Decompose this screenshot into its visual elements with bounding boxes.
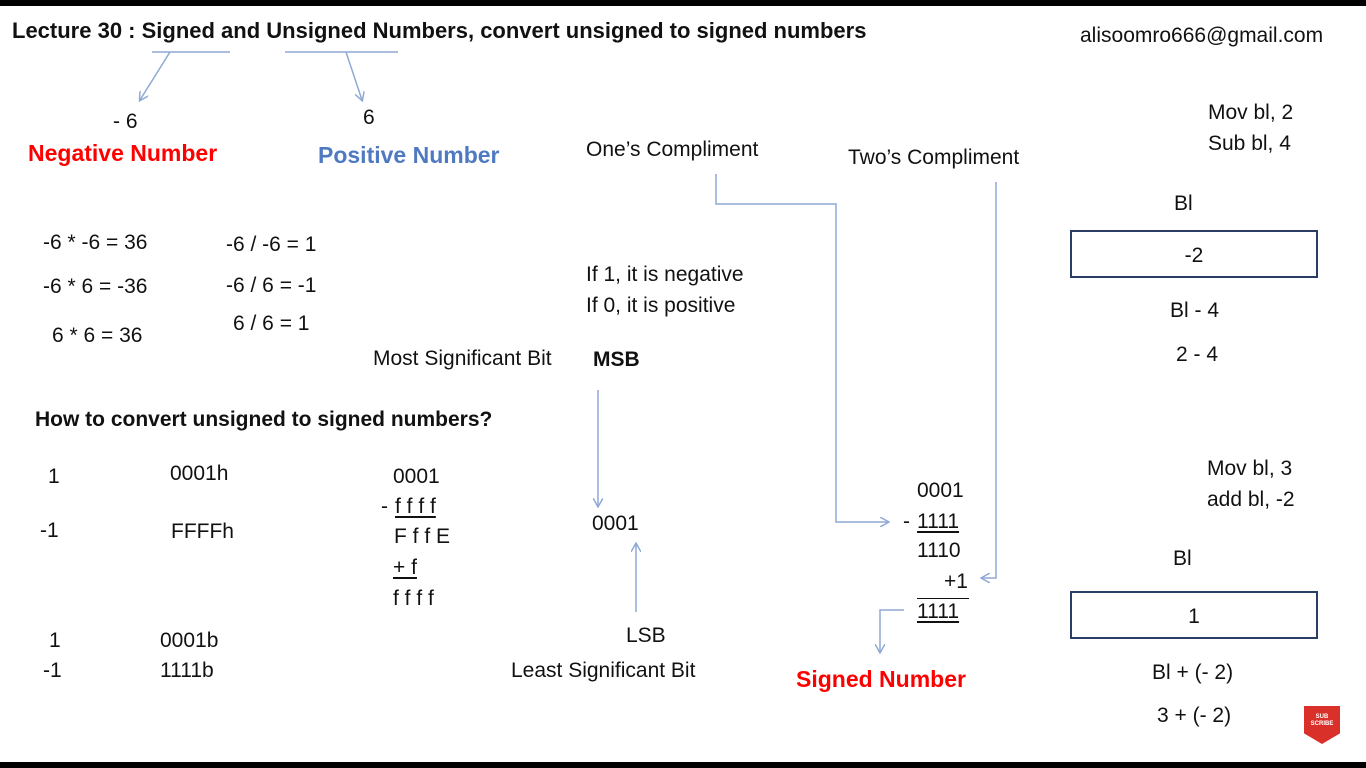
asm2-line1: Mov bl, 3 <box>1207 457 1293 480</box>
ones-compliment-arrow <box>715 174 888 522</box>
question-heading: How to convert unsigned to signed number… <box>35 408 493 431</box>
positive-number-label: Positive Number <box>318 142 500 168</box>
hex-calc-result: F f f E <box>394 525 451 548</box>
hex-row-2-value: FFFFh <box>171 520 234 543</box>
msb-rule-negative: If 1, it is negative <box>586 263 744 286</box>
hex-row-2-decimal: -1 <box>40 519 59 542</box>
division-2: -6 / 6 = -1 <box>226 274 317 297</box>
hex-calc-plus: + f <box>393 556 417 579</box>
twos-compliment-label: Two’s Compliment <box>848 146 1020 169</box>
msb-full-label: Most Significant Bit <box>373 347 552 370</box>
signed-arrow <box>140 51 171 100</box>
bin-calc-minus: - <box>903 510 910 533</box>
asm1-expression-1: Bl - 4 <box>1170 299 1220 322</box>
hex-calc-subtrahend: f f f f <box>395 495 436 518</box>
bin-row-1-value: 0001b <box>160 629 219 652</box>
bin-calc-result: 1110 <box>917 539 961 562</box>
asm2-register: Bl <box>1173 547 1192 570</box>
signed-number-label: Signed Number <box>796 666 966 692</box>
asm2-line2: add bl, -2 <box>1207 488 1295 511</box>
negative-value: - 6 <box>113 110 138 133</box>
asm1-expression-2: 2 - 4 <box>1176 343 1219 366</box>
bin-calc-operand: 0001 <box>917 479 964 502</box>
subscribe-badge-line2: SCRIBE <box>1310 721 1334 727</box>
register-box-1-value: -2 <box>1184 244 1204 267</box>
lsb-label: LSB <box>626 624 666 647</box>
asm1-line1: Mov bl, 2 <box>1208 101 1294 124</box>
subscribe-badge[interactable]: SUB SCRIBE <box>1304 706 1340 744</box>
bin-calc-plus: +1 <box>944 570 968 593</box>
asm2-expression-2: 3 + (- 2) <box>1157 704 1232 727</box>
negative-number-label: Negative Number <box>28 140 218 166</box>
twos-compliment-arrow <box>982 182 997 578</box>
signed-number-arrow <box>880 609 904 652</box>
hex-row-1-decimal: 1 <box>48 465 60 488</box>
bin-calc-subtrahend: 1111 <box>917 510 960 533</box>
division-1: -6 / -6 = 1 <box>226 233 317 256</box>
lsb-full-label: Least Significant Bit <box>511 659 696 682</box>
msb-label: MSB <box>593 348 640 371</box>
bit-example: 0001 <box>592 512 639 535</box>
asm1-register: Bl <box>1174 192 1193 215</box>
division-3: 6 / 6 = 1 <box>233 312 310 335</box>
register-box-1: -2 <box>1070 230 1318 278</box>
register-box-2-value: 1 <box>1188 605 1200 628</box>
subscribe-badge-line1: SUB <box>1315 714 1329 720</box>
bin-row-2-value: 1111b <box>160 659 214 682</box>
author-email: alisoomro666@gmail.com <box>1080 24 1324 47</box>
asm2-expression-1: Bl + (- 2) <box>1152 661 1234 684</box>
lecture-title: Lecture 30 : Signed and Unsigned Numbers… <box>12 18 867 43</box>
multiplication-3: 6 * 6 = 36 <box>52 324 143 347</box>
bin-row-2-decimal: -1 <box>43 659 62 682</box>
hex-calc-minus: - <box>381 495 388 518</box>
register-box-2: 1 <box>1070 591 1318 639</box>
hex-calc-final: f f f f <box>393 587 434 610</box>
unsigned-arrow <box>345 51 362 100</box>
positive-value: 6 <box>363 106 375 129</box>
slide: Lecture 30 : Signed and Unsigned Numbers… <box>0 6 1366 762</box>
connector-arrows <box>0 51 997 762</box>
msb-rule-positive: If 0, it is positive <box>586 294 736 317</box>
bin-row-1-decimal: 1 <box>49 629 61 652</box>
ones-compliment-label: One’s Compliment <box>586 138 759 161</box>
multiplication-2: -6 * 6 = -36 <box>43 275 148 298</box>
bin-calc-final: 1111 <box>917 600 960 623</box>
asm1-line2: Sub bl, 4 <box>1208 132 1291 155</box>
hex-calc-operand: 0001 <box>393 465 440 488</box>
multiplication-1: -6 * -6 = 36 <box>43 231 148 254</box>
hex-row-1-value: 0001h <box>170 462 229 485</box>
bin-calc-rule <box>917 598 969 599</box>
